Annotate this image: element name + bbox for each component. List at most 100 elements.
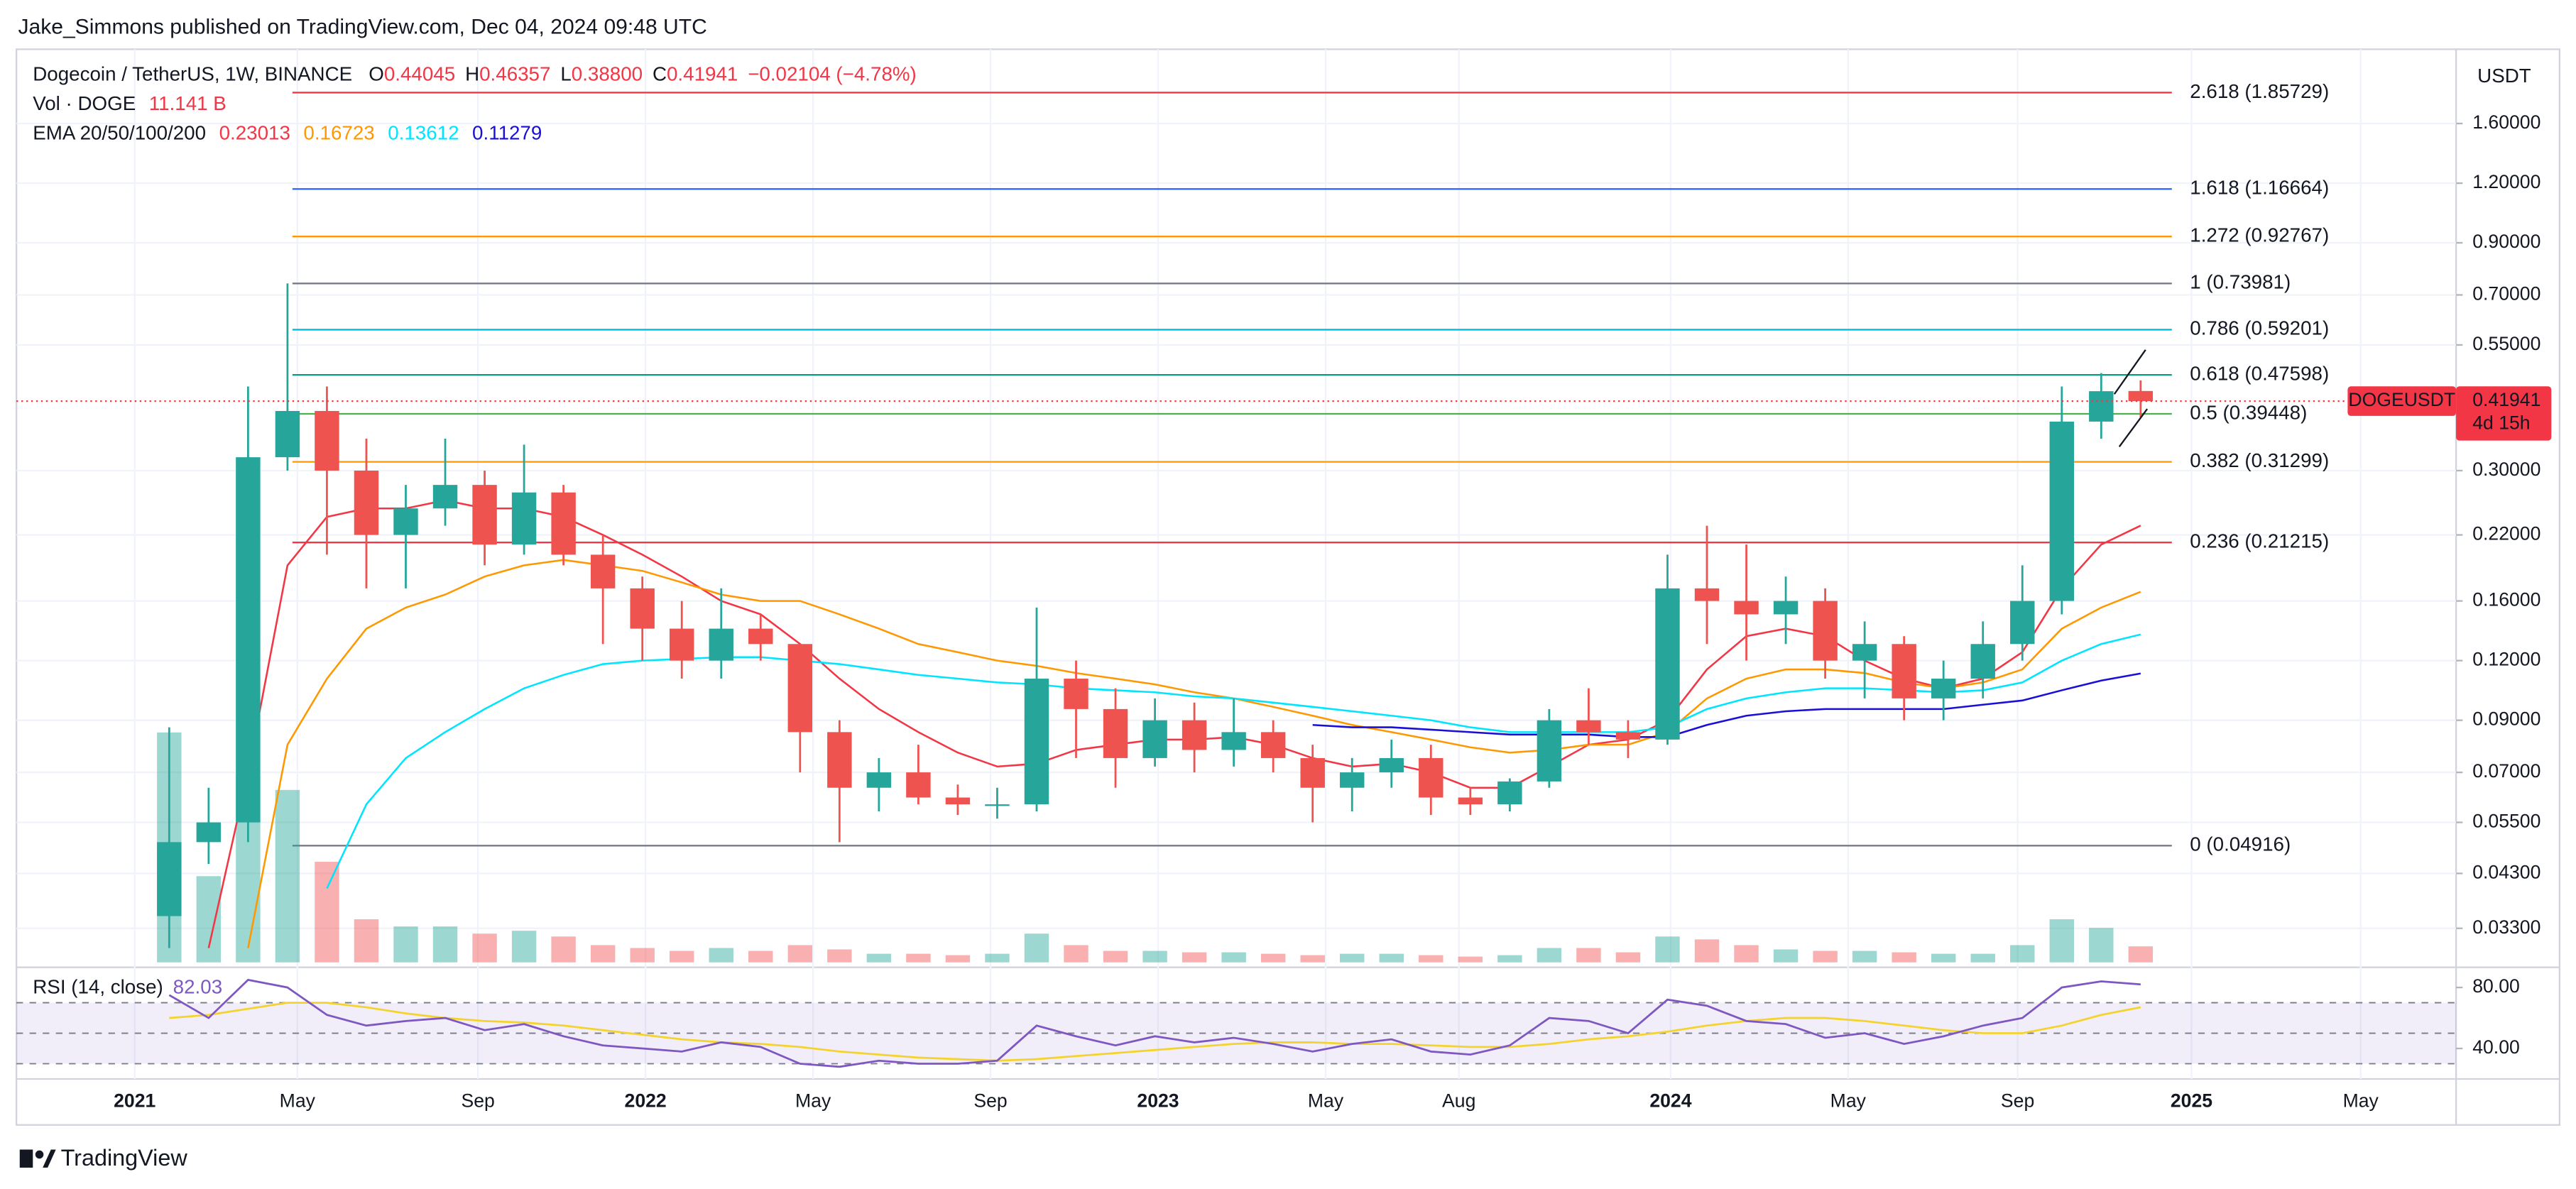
candle-body	[670, 628, 694, 661]
y-tick-label: 0.09000	[2472, 708, 2540, 730]
y-tick-label: 0.12000	[2472, 649, 2540, 670]
candle-body	[1300, 757, 1325, 788]
legend-symbol: Dogecoin / TetherUS, 1W, BINANCE O0.44045…	[33, 63, 917, 85]
candle-body	[1181, 720, 1207, 750]
candle-body	[551, 492, 576, 555]
volume-bar	[866, 953, 892, 963]
volume-bar	[827, 949, 852, 963]
volume-bar	[2010, 945, 2035, 963]
candle-body	[630, 588, 655, 629]
volume-bar	[2128, 946, 2154, 963]
volume-bar	[748, 950, 773, 963]
candle-body	[1773, 601, 1799, 615]
legend-rsi: RSI (14, close) 82.03	[33, 976, 222, 998]
rsi-value: 82.03	[173, 976, 222, 998]
candle-body	[1103, 708, 1128, 758]
fib-label: 1.272 (0.92767)	[2190, 224, 2329, 246]
rsi-line	[168, 978, 2141, 1068]
volume-value: 11.141 B	[149, 92, 227, 114]
volume-bar	[1773, 949, 1799, 963]
x-tick-label: May	[2343, 1090, 2379, 1111]
y-tick-label: 0.16000	[2472, 589, 2540, 610]
x-tick-label: May	[1308, 1090, 1344, 1111]
volume-bar	[1813, 950, 1838, 963]
ema-line	[1312, 672, 2141, 738]
candle-body	[748, 628, 773, 645]
candle-body	[1419, 757, 1443, 798]
countdown: 4d 15h	[2472, 412, 2530, 434]
channel-line	[2113, 349, 2146, 395]
volume-bar	[1419, 955, 1443, 963]
volume-bar	[1537, 948, 1562, 963]
volume-bar	[670, 950, 694, 963]
y-tick-label: 1.60000	[2472, 111, 2540, 133]
ema-value: 0.23013	[219, 122, 290, 144]
y-tick-label: 0.30000	[2472, 459, 2540, 480]
y-tick-label: 1.20000	[2472, 171, 2540, 192]
y-tick-label: 0.90000	[2472, 231, 2540, 252]
y-tick-label: 0.04300	[2472, 861, 2540, 882]
candle-body	[1931, 679, 1956, 698]
price-tag-bg	[2456, 386, 2552, 441]
volume-bar	[1655, 936, 1680, 963]
legend-ema: EMA 20/50/100/200 0.23013 0.16723 0.13612 0.…	[33, 122, 542, 144]
fib-label: 2.618 (1.85729)	[2190, 80, 2329, 102]
candle-body	[393, 508, 418, 535]
candle-body	[1024, 679, 1049, 805]
candle-body	[1537, 720, 1562, 782]
change: −0.02104 (−4.78%)	[748, 63, 917, 85]
fib-label: 1 (0.73981)	[2190, 271, 2291, 293]
candle-body	[2049, 421, 2075, 601]
ohlc-prefix: C	[653, 63, 667, 85]
rsi-ma-line	[169, 1002, 2141, 1062]
volume-bar	[1970, 953, 1995, 963]
volume-bar	[1379, 953, 1404, 963]
candle-body	[315, 410, 339, 471]
candle-body	[275, 410, 300, 458]
volume-bar	[630, 948, 655, 963]
volume-bar	[196, 876, 222, 963]
candle-body	[196, 822, 222, 843]
volume-bar	[1852, 950, 1877, 963]
ema-value: 0.11279	[472, 122, 542, 144]
volume-bar	[709, 948, 733, 963]
ema-value: 0.16723	[303, 122, 374, 144]
candle-body	[1892, 644, 1916, 698]
volume-bar	[432, 926, 458, 963]
candle-body	[787, 644, 813, 733]
ohlc-prefix: L	[560, 63, 571, 85]
fib-label: 0.618 (0.47598)	[2190, 362, 2329, 384]
ohlc-prefix: O	[369, 63, 384, 85]
ohlc-value: 0.38800	[572, 63, 643, 85]
fib-label: 0.382 (0.31299)	[2190, 449, 2329, 471]
x-tick-label: 2023	[1137, 1090, 1179, 1111]
volume-bar	[1734, 945, 1759, 963]
candle-body	[511, 492, 537, 545]
volume-bar	[1576, 948, 1601, 963]
volume-name: Vol · DOGE	[33, 92, 136, 114]
volume-bar	[1497, 955, 1522, 963]
candle-body	[1655, 588, 1680, 740]
x-tick-label: May	[280, 1090, 316, 1111]
x-tick-label: 2021	[114, 1090, 155, 1111]
ema-name: EMA 20/50/100/200	[33, 122, 206, 144]
fib-label: 1.618 (1.16664)	[2190, 177, 2329, 199]
volume-bar	[1300, 955, 1325, 963]
symbol-tag: DOGEUSDT	[2348, 389, 2455, 410]
candle-body	[157, 842, 182, 916]
volume-bar	[1694, 939, 1720, 963]
fib-label: 0 (0.04916)	[2190, 833, 2291, 855]
candle-body	[1340, 772, 1365, 788]
ohlc-prefix: H	[465, 63, 479, 85]
y-tick-label: 0.22000	[2472, 523, 2540, 544]
candle-body	[472, 485, 497, 545]
logo-part	[35, 1150, 44, 1159]
candle-body	[827, 732, 852, 788]
fib-label: 0.236 (0.21215)	[2190, 530, 2329, 552]
candle-body	[1852, 644, 1877, 661]
candle-body	[1064, 679, 1088, 709]
brand-logo	[19, 1149, 56, 1168]
volume-bar	[945, 955, 971, 963]
currency-label: USDT	[2477, 65, 2531, 87]
symbol-title: Dogecoin / TetherUS, 1W, BINANCE	[33, 63, 352, 85]
